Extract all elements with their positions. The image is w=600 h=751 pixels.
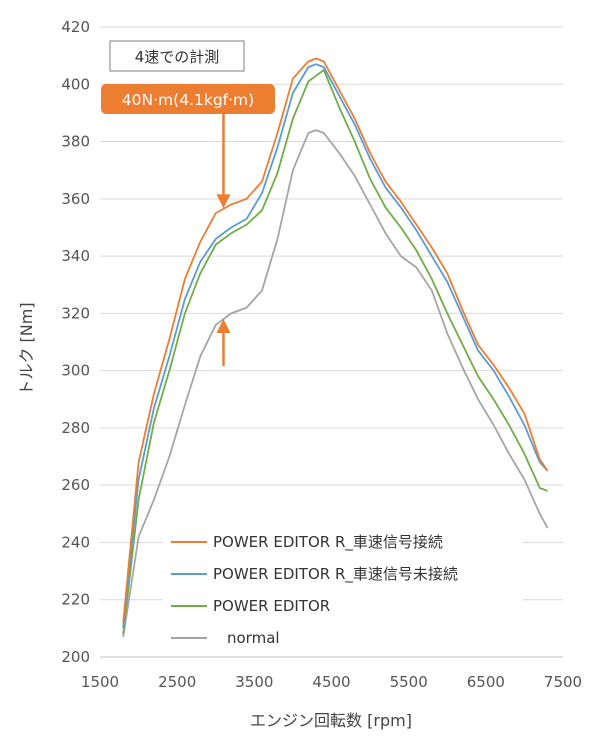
y-tick-label-420: 420 [61,18,90,36]
x-tick-label-5500: 5500 [390,673,428,691]
y-tick-label-340: 340 [61,247,90,265]
legend-label-2: POWER EDITOR R_車速信号未接続 [213,565,458,584]
legend: POWER EDITOR R_車速信号接続 POWER EDITOR R_車速信号… [163,526,523,650]
y-axis-ticks: 200 220 240 260 280 300 320 340 360 380 400 420 [61,18,90,666]
series-line-3 [122,69,548,635]
y-tick-label-380: 380 [61,133,90,151]
callout-box [101,84,275,114]
x-axis-title: エンジン回転数 [rpm] [250,711,412,730]
series-line-1 [122,57,549,623]
x-tick-label-7500: 7500 [544,673,582,691]
legend-label-3: POWER EDITOR [213,597,330,615]
annotations: 4速での計測 40N·m(4.1kgf·m) [101,40,275,366]
series-lines [122,57,549,638]
y-tick-label-280: 280 [61,419,90,437]
note-box [109,40,245,72]
series-line-4 [122,129,549,638]
arrow-down-head [216,194,231,209]
callout-text: 40N·m(4.1kgf·m) [122,91,254,109]
x-axis-ticks: 1500 2500 3500 4500 5500 6500 7500 [81,673,582,691]
y-tick-label-400: 400 [61,75,90,93]
y-tick-label-220: 220 [61,591,90,609]
x-tick-label-6500: 6500 [467,673,505,691]
x-tick-label-3500: 3500 [235,673,273,691]
legend-label-4: normal [227,629,280,647]
legend-label-1: POWER EDITOR R_車速信号接続 [213,533,443,552]
series-line-2 [122,63,549,629]
legend-box [163,526,523,650]
x-tick-label-4500: 4500 [312,673,350,691]
y-tick-label-260: 260 [61,476,90,494]
x-tick-label-2500: 2500 [158,673,196,691]
y-tick-label-360: 360 [61,190,90,208]
arrow-up-head [216,318,231,333]
y-axis-title: トルク [Nm] [17,302,36,395]
y-tick-label-200: 200 [61,648,90,666]
x-tick-label-1500: 1500 [81,673,119,691]
y-tick-label-320: 320 [61,304,90,322]
y-tick-label-300: 300 [61,362,90,380]
y-tick-label-240: 240 [61,533,90,551]
note-text: 4速での計測 [135,48,220,66]
